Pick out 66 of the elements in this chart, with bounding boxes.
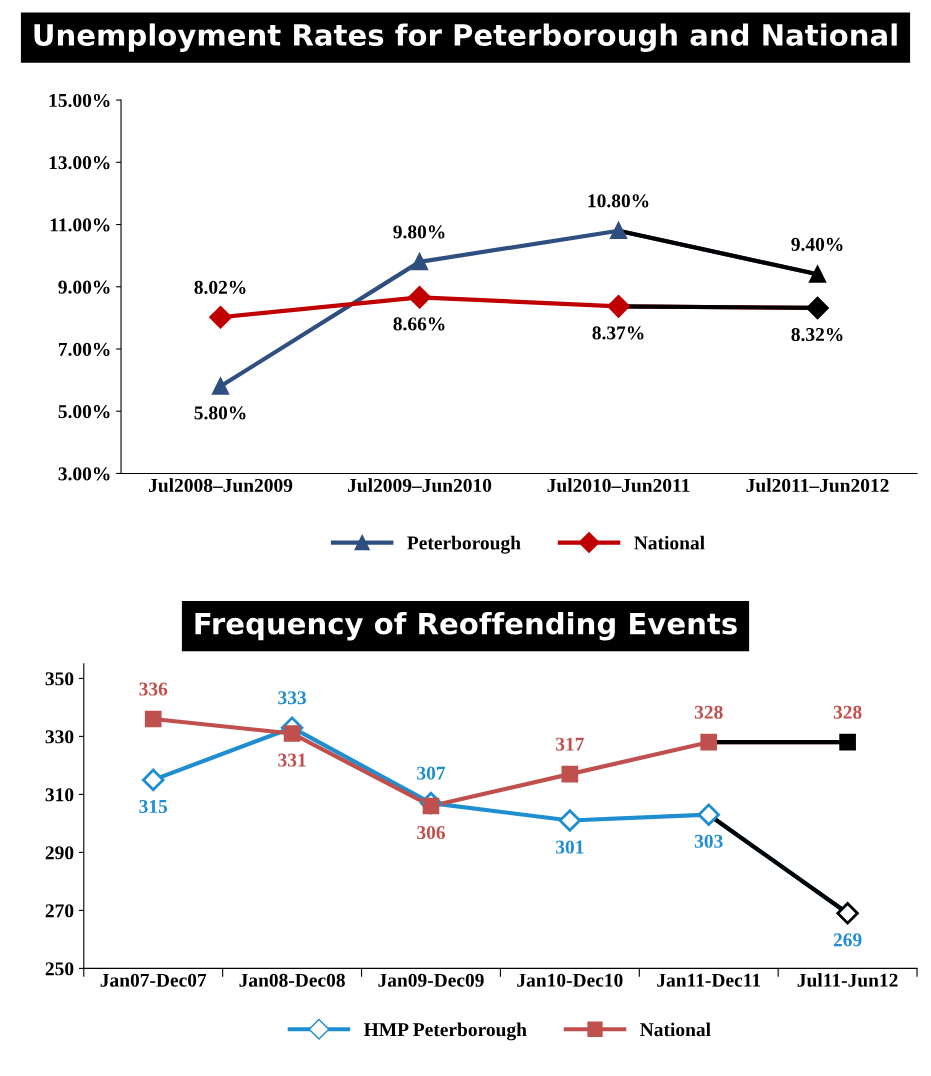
data-label: 331 bbox=[278, 753, 306, 767]
data-label: 317 bbox=[556, 737, 584, 751]
point bbox=[610, 222, 627, 240]
data-label: 333 bbox=[278, 691, 307, 705]
legend-label: Peterborough bbox=[407, 535, 521, 554]
point bbox=[806, 296, 829, 320]
y-tick-label: 3.00% bbox=[58, 467, 110, 481]
y-tick-label: 330 bbox=[45, 730, 74, 744]
y-tick-label: 11.00% bbox=[50, 218, 110, 232]
data-label: 5.80% bbox=[194, 406, 246, 420]
data-label: 8.66% bbox=[393, 317, 445, 331]
point bbox=[839, 733, 856, 751]
x-tick-label: Jul11-Jun12 bbox=[797, 973, 898, 987]
point bbox=[411, 253, 428, 271]
x-tick-label: Jan11-Dec11 bbox=[657, 973, 761, 987]
y-tick-label: 290 bbox=[45, 846, 74, 860]
point bbox=[212, 377, 229, 395]
legend-label: National bbox=[640, 1022, 711, 1037]
data-label: 269 bbox=[833, 933, 862, 947]
data-label: 328 bbox=[833, 705, 862, 719]
legend-label: National bbox=[634, 535, 705, 550]
data-label: 8.37% bbox=[592, 326, 644, 340]
point bbox=[836, 902, 859, 925]
point bbox=[144, 710, 162, 728]
data-label: 10.80% bbox=[588, 194, 649, 208]
y-tick-label: 310 bbox=[45, 788, 74, 802]
y-tick-label: 5.00% bbox=[58, 405, 110, 419]
chart-title: Unemployment Rates for Peterborough and National bbox=[34, 23, 897, 52]
data-label: 8.32% bbox=[791, 327, 843, 342]
x-tick-label: Jan08-Dec08 bbox=[239, 973, 345, 987]
chart-title: Frequency of Reoffending Events bbox=[195, 612, 737, 641]
data-label: 9.80% bbox=[393, 225, 445, 239]
data-label: 306 bbox=[417, 826, 445, 840]
y-tick-label: 15.00% bbox=[49, 93, 110, 108]
x-tick-label: Jul2010–Jun2011 bbox=[547, 478, 690, 493]
x-tick-label: Jan09-Dec09 bbox=[378, 973, 484, 987]
legend-label: HMP Peterborough bbox=[364, 1022, 527, 1041]
data-label: 315 bbox=[139, 799, 168, 814]
y-tick-label: 7.00% bbox=[58, 342, 110, 357]
data-label: 8.02% bbox=[194, 280, 246, 294]
point bbox=[561, 765, 579, 783]
point bbox=[700, 733, 718, 751]
point bbox=[283, 725, 301, 742]
data-label: 328 bbox=[694, 705, 723, 719]
y-tick-label: 350 bbox=[45, 672, 74, 686]
x-tick-label: Jul2008–Jun2009 bbox=[149, 478, 293, 493]
x-tick-label: Jan10-Dec10 bbox=[517, 973, 623, 987]
point bbox=[209, 306, 232, 329]
point bbox=[408, 286, 431, 309]
y-tick-label: 250 bbox=[45, 962, 74, 976]
data-label: 301 bbox=[556, 840, 584, 854]
x-tick-label: Jan07-Dec07 bbox=[100, 973, 207, 987]
data-label: 9.40% bbox=[791, 237, 843, 251]
point bbox=[558, 809, 582, 832]
point bbox=[697, 803, 720, 826]
y-tick-label: 9.00% bbox=[58, 280, 110, 294]
point bbox=[142, 768, 165, 792]
y-tick-label: 13.00% bbox=[49, 156, 110, 170]
point bbox=[809, 265, 826, 283]
point bbox=[607, 295, 630, 318]
x-tick-label: Jul2009–Jun2010 bbox=[348, 478, 492, 493]
data-label: 303 bbox=[694, 834, 723, 848]
data-label: 336 bbox=[139, 682, 168, 696]
x-tick-label: Jul2011–Jun2012 bbox=[746, 478, 889, 493]
y-tick-label: 270 bbox=[45, 904, 74, 918]
data-label: 307 bbox=[417, 766, 446, 780]
